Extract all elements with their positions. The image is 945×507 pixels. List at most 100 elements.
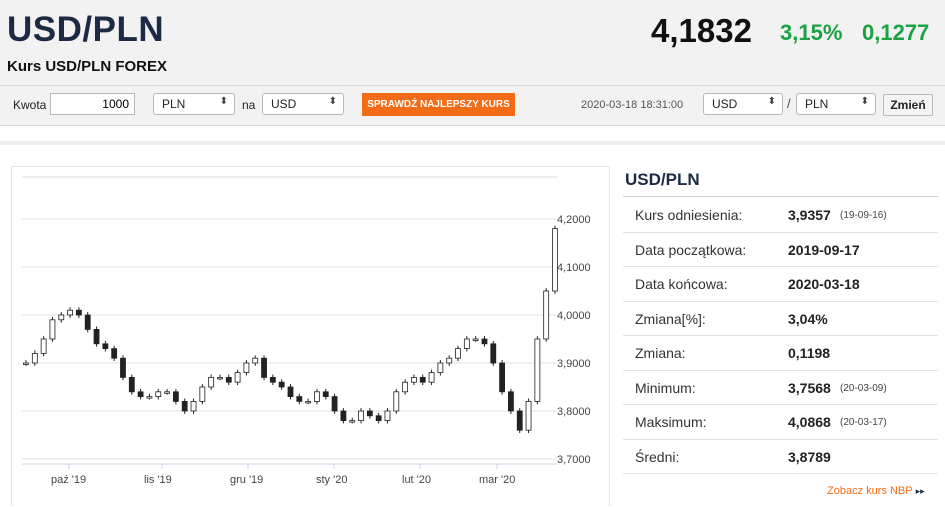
stat-row: Kurs odniesienia: 3,9357 (19-09-16)	[623, 198, 938, 233]
candle-body	[393, 391, 400, 412]
y-tick-label: 3,9000	[557, 358, 591, 370]
x-tick-label: gru '19	[230, 474, 263, 486]
candle-body	[340, 410, 347, 422]
pair-base-select[interactable]: USD ⬍	[703, 93, 783, 115]
candle-body	[278, 381, 285, 388]
y-tick-label: 4,0000	[557, 310, 591, 322]
candle-body	[234, 372, 241, 383]
amount-input[interactable]	[50, 93, 135, 115]
candle-body	[208, 376, 215, 388]
candle-body	[384, 410, 391, 422]
candle-body	[120, 357, 126, 378]
candle-body	[243, 362, 250, 374]
candle-body	[499, 362, 506, 393]
stat-date: (20-03-09)	[840, 382, 887, 394]
candle-body	[481, 338, 488, 345]
candle-body	[322, 391, 329, 398]
candle-body	[23, 362, 29, 365]
pair-quote-select[interactable]: PLN ⬍	[796, 93, 876, 115]
pair-title: USD/PLN	[7, 10, 165, 49]
candle-body	[446, 357, 453, 364]
candle-body	[411, 376, 417, 383]
stat-value: 2020-03-18	[788, 276, 860, 292]
candle-body	[402, 381, 409, 393]
page-subtitle: Kurs USD/PLN FOREX	[7, 58, 168, 75]
candle-body	[428, 372, 435, 383]
stat-value: 3,8789	[788, 448, 831, 465]
candle-body	[525, 400, 532, 431]
change-pair-button[interactable]: Zmień	[883, 94, 933, 116]
candle-body	[164, 391, 170, 394]
stat-value: 3,7568	[788, 379, 831, 396]
section-separator	[0, 141, 945, 145]
candle-body	[472, 338, 479, 341]
stat-row: Minimum: 3,7568 (20-03-09)	[623, 371, 938, 405]
candle-body	[543, 290, 550, 340]
x-tick-label: lut '20	[402, 474, 431, 486]
nbp-rate-link[interactable]: Zobacz kurs NBP ▸▸	[827, 485, 925, 497]
to-currency-select[interactable]: USD ⬍	[262, 93, 344, 115]
quote-timestamp: 2020-03-18 18:31:00	[581, 99, 684, 111]
candle-body	[58, 314, 65, 321]
candle-body	[128, 376, 135, 393]
candle-body	[349, 420, 356, 423]
double-chevron-right-icon: ▸▸	[915, 486, 925, 496]
select-arrows-icon: ⬍	[219, 96, 228, 107]
x-tick-label: sty '20	[316, 474, 347, 486]
to-label: na	[242, 98, 256, 112]
candle-body	[490, 343, 497, 364]
candle-body	[190, 400, 197, 412]
candle-body	[463, 338, 470, 350]
candle-body	[287, 386, 294, 397]
stat-label: Kurs odniesienia:	[635, 207, 743, 223]
select-arrows-icon: ⬍	[860, 96, 869, 107]
candle-body	[534, 338, 541, 402]
change-percent: 3,15%	[780, 20, 843, 45]
candle-body	[419, 376, 426, 383]
candle-body	[181, 400, 188, 412]
candle-body	[137, 391, 144, 398]
pair-quote-value: PLN	[805, 97, 829, 111]
candle-body	[552, 228, 558, 292]
y-tick-label: 4,2000	[557, 214, 591, 226]
candle-body	[296, 396, 303, 402]
candle-body	[358, 410, 364, 422]
stat-row: Data początkowa: 2019-09-17	[623, 233, 938, 267]
y-tick-label: 3,7000	[557, 454, 591, 466]
stat-row: Zmiana[%]: 3,04%	[623, 302, 938, 336]
candle-body	[331, 396, 338, 412]
stat-value: 3,9357	[788, 207, 831, 223]
stats-title: USD/PLN	[625, 170, 700, 189]
candle-body	[305, 400, 312, 404]
header-divider	[0, 85, 945, 86]
stat-label: Średni:	[635, 448, 680, 465]
stat-row: Maksimum: 4,0868 (20-03-17)	[623, 405, 938, 440]
stat-label: Data końcowa:	[635, 276, 728, 292]
stat-value: 2019-09-17	[788, 241, 860, 258]
check-best-rate-button[interactable]: SPRAWDŹ NAJLEPSZY KURS	[362, 93, 515, 116]
candle-body	[252, 357, 259, 364]
from-currency-select[interactable]: PLN ⬍	[153, 93, 235, 115]
candle-body	[217, 376, 223, 380]
stat-label: Zmiana[%]:	[635, 310, 706, 327]
change-absolute: 0,1277	[862, 20, 930, 45]
candle-body	[225, 376, 232, 383]
candle-body	[146, 396, 153, 399]
candle-body	[67, 309, 73, 316]
to-currency-value: USD	[271, 97, 297, 111]
pair-base-value: USD	[712, 97, 738, 111]
candle-body	[111, 348, 118, 359]
candle-body	[455, 348, 461, 359]
select-arrows-icon: ⬍	[328, 96, 337, 107]
candle-body	[314, 391, 320, 402]
stat-label: Maksimum:	[635, 414, 707, 430]
candle-body	[93, 328, 100, 345]
candle-body	[508, 391, 514, 412]
price-chart[interactable]: 4,2000 4,1000 4,0000 3,9000 3,8000 3,7000 paź …	[11, 166, 610, 506]
candle-body	[102, 343, 109, 350]
candle-body	[31, 352, 38, 364]
candle-body	[375, 415, 382, 422]
y-tick-label: 4,1000	[557, 262, 591, 274]
chart-svg: 4,2000 4,1000 4,0000 3,9000 3,8000 3,7000 paź …	[22, 176, 591, 486]
quote-header: USD/PLN Kurs USD/PLN FOREX 4,1832 3,15% …	[0, 0, 945, 126]
